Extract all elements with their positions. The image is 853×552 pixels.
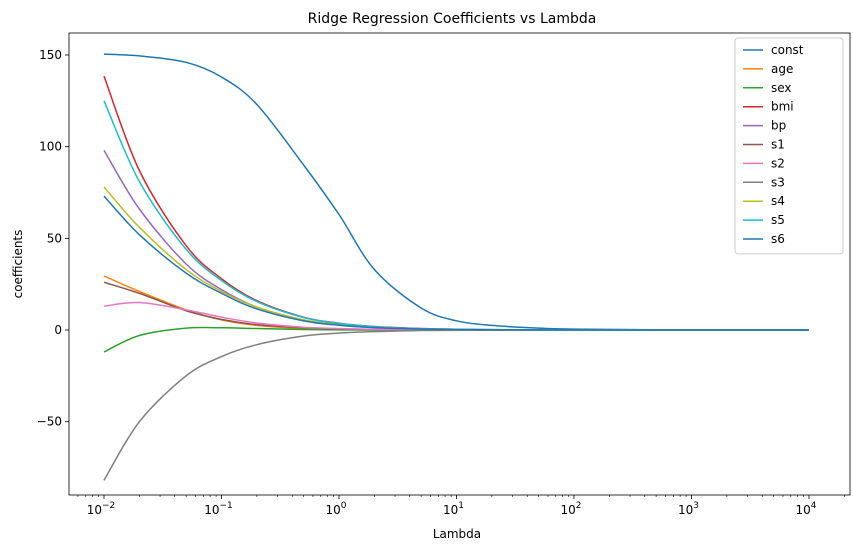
x-tick-label: 102 [560, 501, 581, 517]
legend-label-s3: s3 [771, 175, 785, 189]
x-axis: 10−2 10−1 100 101 102 103 104 [77, 495, 845, 517]
y-tick-label: 0 [54, 323, 62, 337]
chart-title: Ridge Regression Coefficients vs Lambda [308, 11, 597, 27]
legend-label-s5: s5 [771, 213, 785, 227]
x-tick-label: 100 [325, 501, 346, 517]
y-axis-label: coefficients [11, 230, 25, 299]
legend-label-bmi: bmi [771, 100, 794, 114]
legend-label-bp: bp [771, 119, 786, 133]
x-tick-label: 103 [678, 501, 699, 517]
x-axis-label: Lambda [433, 527, 481, 541]
legend-label-s2: s2 [771, 156, 785, 170]
legend-box [734, 37, 844, 255]
y-tick-label: 50 [47, 231, 62, 245]
series-line-s6 [103, 195, 809, 331]
plot-area [103, 53, 810, 481]
legend-label-s4: s4 [771, 194, 785, 208]
x-tick-label: 10−1 [204, 501, 233, 517]
y-tick-label: −50 [37, 415, 62, 429]
x-tick-label: 10−2 [87, 501, 116, 517]
legend-label-s6: s6 [771, 232, 785, 246]
y-tick-label: 100 [39, 140, 62, 154]
series-line-const [103, 53, 810, 331]
legend-label-const: const [771, 43, 804, 57]
x-tick-label: 104 [795, 501, 816, 517]
legend-label-age: age [771, 62, 793, 76]
legend: const age sex bmi bp s1 s2 s3 s4 s5 s6 [734, 37, 844, 255]
legend-label-s1: s1 [771, 138, 785, 152]
y-tick-label: 150 [39, 48, 62, 62]
plot-frame [68, 32, 851, 496]
legend-label-sex: sex [771, 81, 792, 95]
x-tick-label: 101 [443, 501, 464, 517]
y-axis: 150 100 50 0 −50 [37, 48, 69, 429]
